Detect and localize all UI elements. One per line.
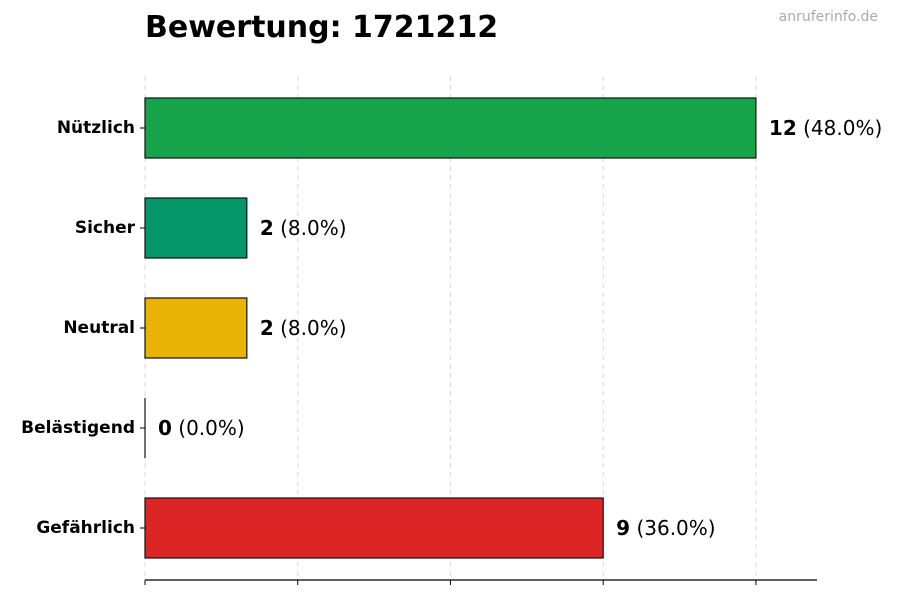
watermark: anruferinfo.de	[778, 9, 878, 25]
value-label: 2 (8.0%)	[260, 316, 347, 340]
value-label: 0 (0.0%)	[158, 416, 245, 440]
value-label: 2 (8.0%)	[260, 216, 347, 240]
bar	[144, 97, 757, 159]
category-label: Belästigend	[21, 418, 135, 438]
bar	[144, 297, 248, 359]
bar	[144, 497, 604, 559]
category-label: Gefährlich	[36, 518, 135, 538]
chart-title: Bewertung: 1721212	[145, 10, 499, 45]
bar	[144, 197, 248, 259]
value-label: 9 (36.0%)	[616, 516, 715, 540]
category-label: Sicher	[75, 218, 136, 238]
value-label: 12 (48.0%)	[769, 116, 882, 140]
category-label: Neutral	[63, 318, 135, 338]
category-label: Nützlich	[57, 118, 135, 138]
